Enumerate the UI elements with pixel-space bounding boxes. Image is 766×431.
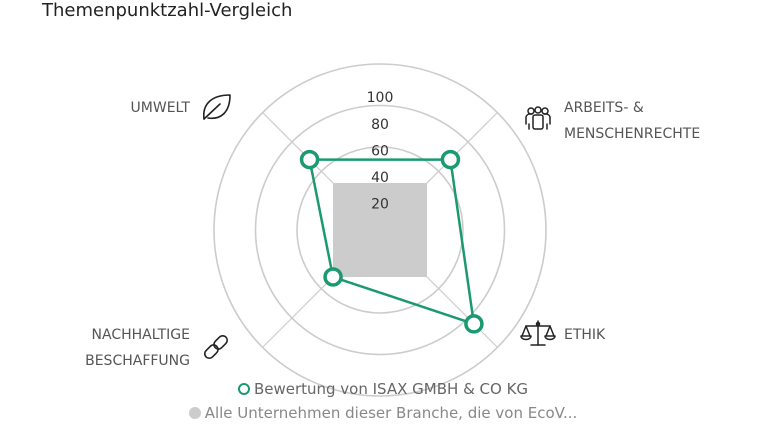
company-point[interactable] xyxy=(440,149,461,170)
legend-marker-industry xyxy=(188,407,201,419)
grid-ring xyxy=(296,146,464,314)
chain-link-icon xyxy=(203,334,229,360)
company-point[interactable] xyxy=(464,314,484,334)
axis-label-arbeits-menschenrechte-line2: MENSCHENRECHTE xyxy=(564,126,700,142)
series-line-layer xyxy=(299,149,484,334)
grid-ring xyxy=(254,104,506,356)
axis-label-umwelt: UMWELT xyxy=(131,100,191,116)
tick-label: 20 xyxy=(371,196,389,212)
legend-item-company[interactable]: Bewertung von ISAX GMBH & CO KG xyxy=(0,380,766,398)
legend-marker-company xyxy=(237,383,250,395)
chart-title: Themenpunktzahl-Vergleich xyxy=(42,0,293,21)
legend-label-industry: Alle Unternehmen dieser Branche, die von… xyxy=(204,404,578,422)
leaf-icon xyxy=(203,94,231,120)
axis-label-nachhaltige-beschaffung-line2: BESCHAFFUNG xyxy=(85,353,190,369)
industry-area xyxy=(333,183,427,277)
scales-icon xyxy=(520,320,556,346)
tick-label-layer: 20 40 60 80 100 xyxy=(367,90,394,212)
series-area-layer xyxy=(333,183,427,277)
axis-label-ethik: ETHIK xyxy=(564,327,606,343)
axis-label-arbeits-menschenrechte-line1: ARBEITS- & xyxy=(564,100,644,116)
company-point[interactable] xyxy=(323,267,343,287)
legend-item-industry[interactable]: Alle Unternehmen dieser Branche, die von… xyxy=(0,404,766,422)
company-point[interactable] xyxy=(299,149,320,170)
people-group-icon xyxy=(525,106,551,130)
grid-ring xyxy=(213,63,547,397)
tick-label: 40 xyxy=(371,170,389,186)
tick-label: 80 xyxy=(371,117,389,133)
legend-label-company: Bewertung von ISAX GMBH & CO KG xyxy=(253,380,529,398)
tick-label: 60 xyxy=(371,143,389,159)
tick-label: 100 xyxy=(367,90,394,106)
axis-label-nachhaltige-beschaffung-line1: NACHHALTIGE xyxy=(92,327,190,343)
